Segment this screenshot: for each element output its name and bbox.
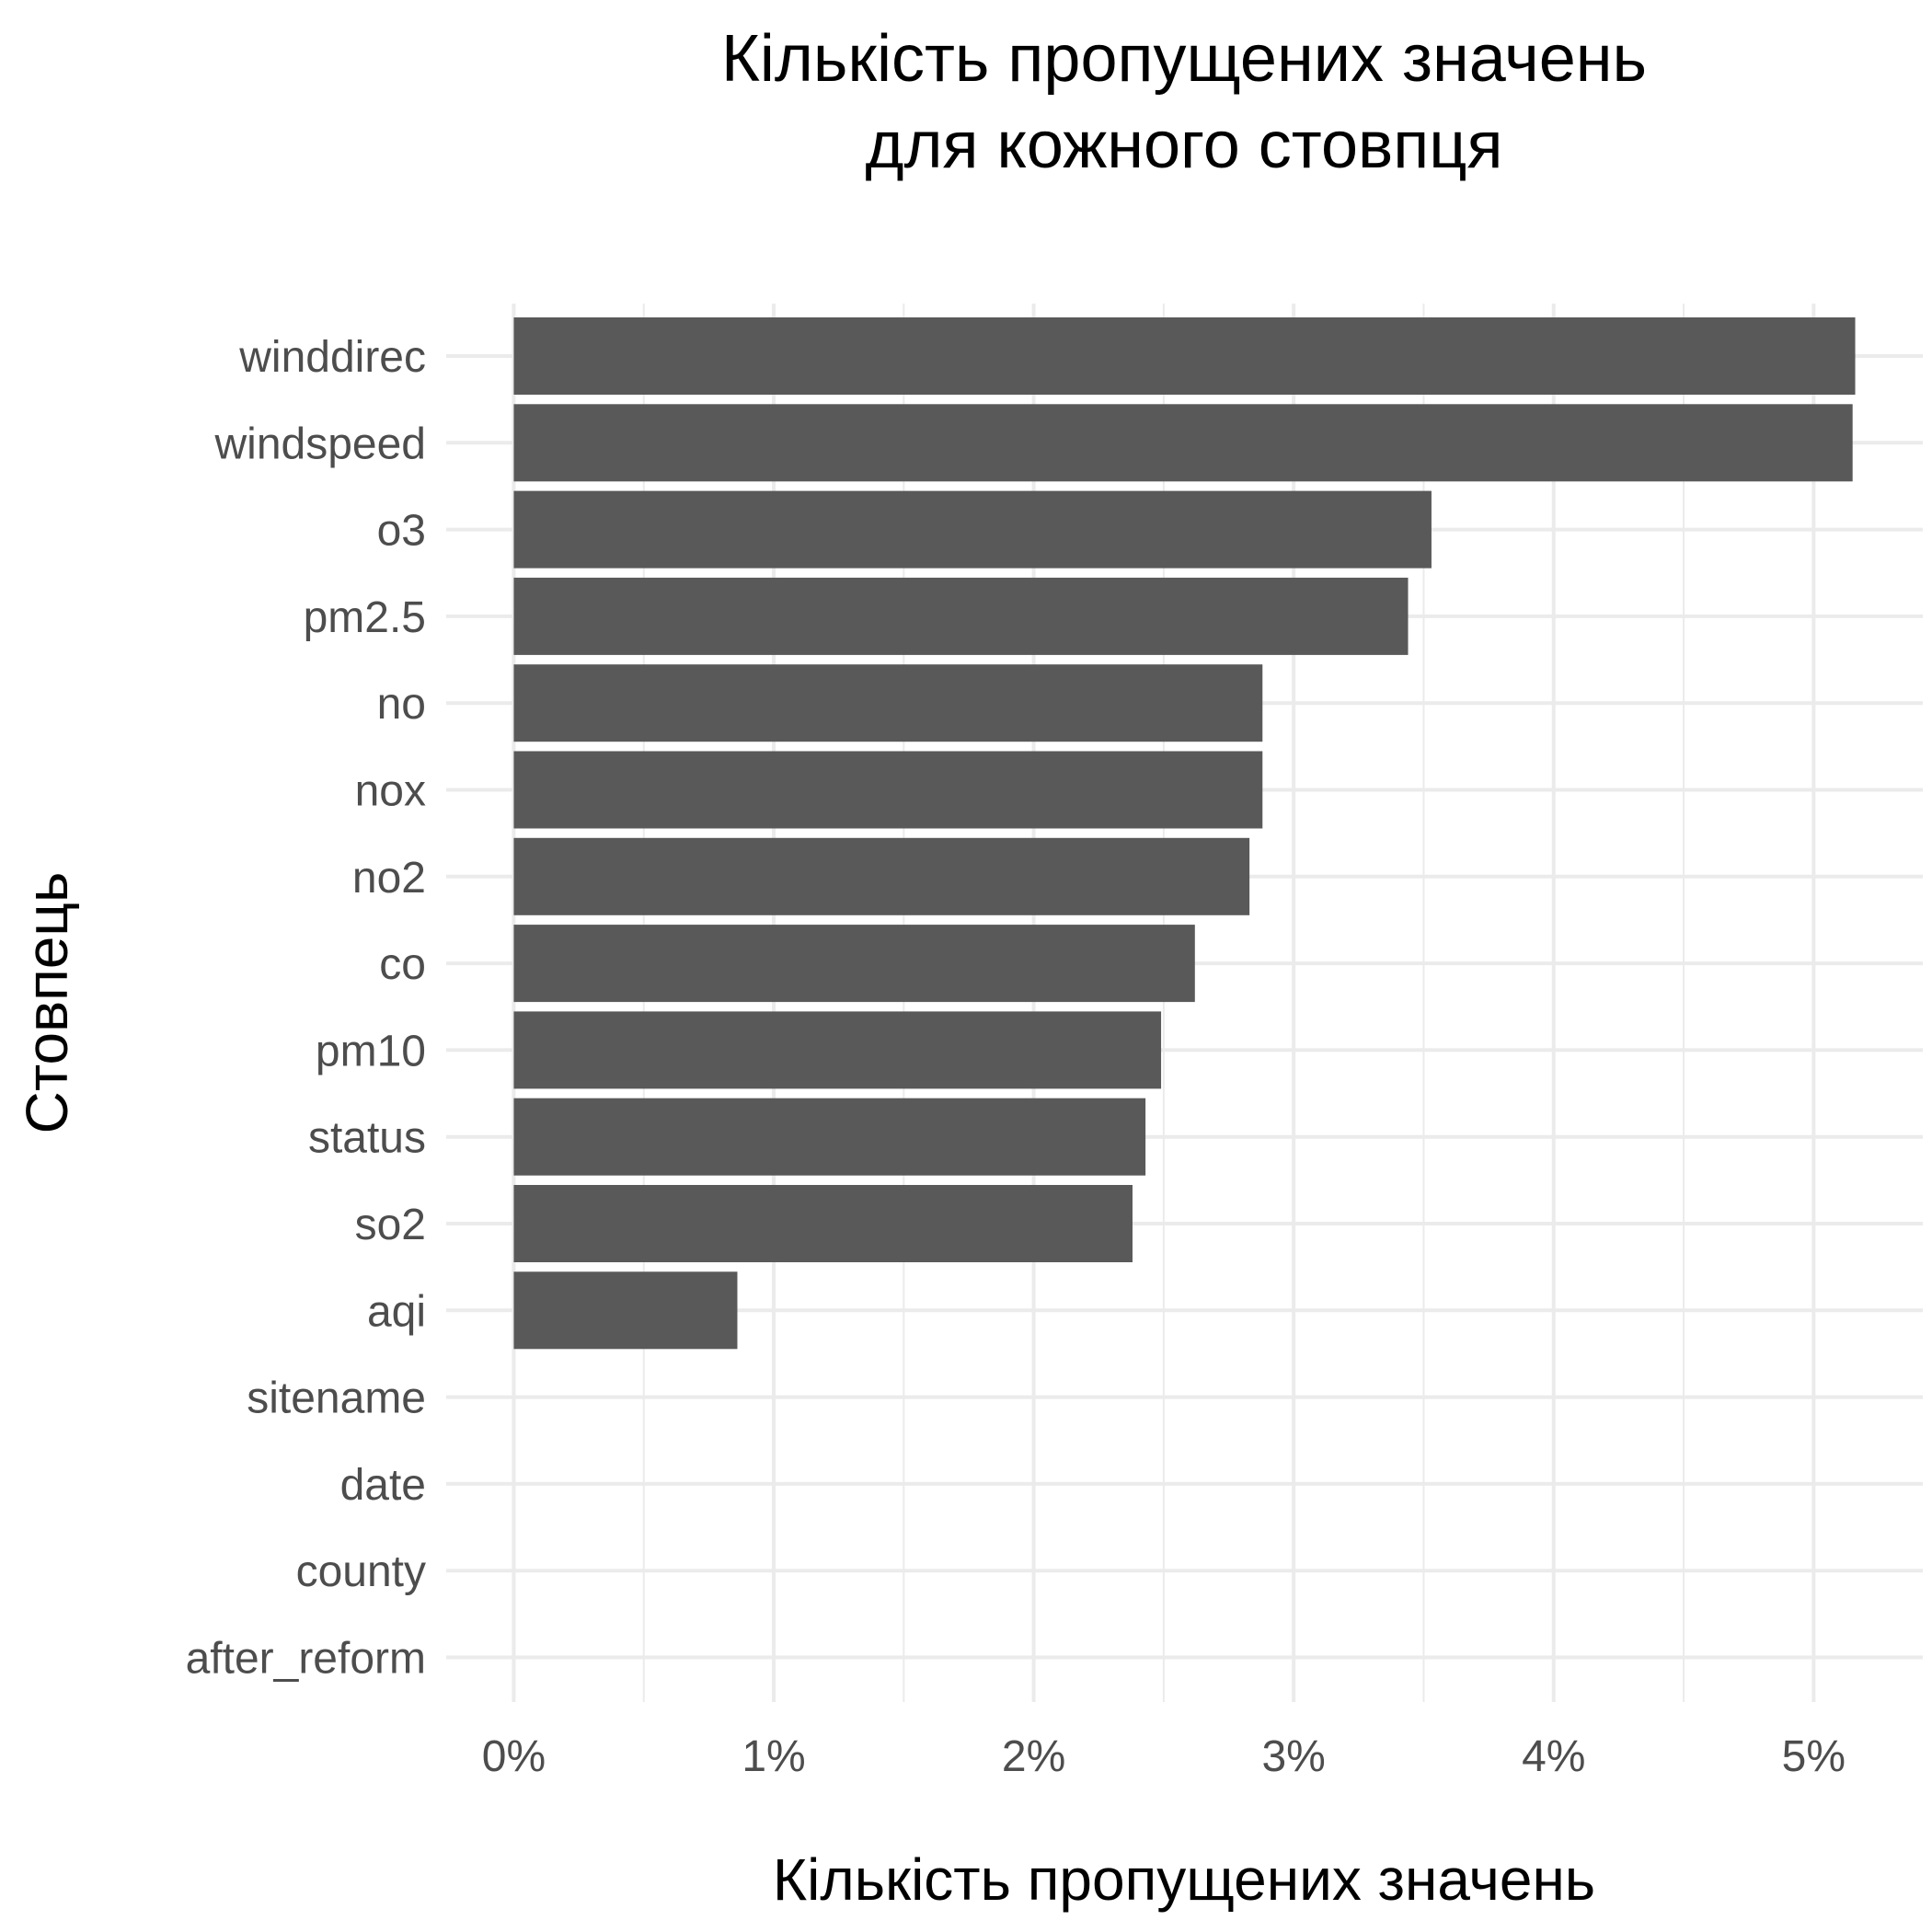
x-tick-label: 2% — [1002, 1732, 1065, 1781]
x-tick-labels: 0% 1% 2% 3% 4% 5% — [482, 1732, 1846, 1781]
y-axis-title: Стовпець — [14, 872, 80, 1134]
x-tick-label: 0% — [482, 1732, 546, 1781]
y-tick-label: after_reform — [186, 1635, 426, 1684]
y-tick-label: aqi — [367, 1287, 426, 1336]
bar-layer — [513, 317, 1856, 1350]
y-tick-label: windspeed — [214, 420, 427, 468]
chart-title-line-1: Кількість пропущених значень — [721, 22, 1647, 96]
y-tick-labels: winddirec windspeed o3 pm2.5 no nox no2 co pm10 s… — [186, 333, 426, 1684]
bar-winddirec — [513, 317, 1856, 395]
chart-title-line-2: для кожного стовпця — [866, 109, 1503, 182]
x-tick-label: 1% — [742, 1732, 805, 1781]
bar-pm2.5 — [513, 577, 1409, 655]
y-tick-label: so2 — [355, 1201, 426, 1249]
bar-aqi — [513, 1271, 738, 1350]
y-tick-label: pm2.5 — [304, 593, 426, 642]
y-tick-label: sitename — [247, 1374, 426, 1423]
bar-co — [513, 925, 1195, 1003]
bar-pm10 — [513, 1011, 1162, 1089]
y-tick-label: no2 — [352, 854, 426, 903]
x-axis-title: Кількість пропущених значень — [773, 1846, 1595, 1913]
y-tick-label: no — [377, 680, 426, 729]
x-tick-label: 4% — [1522, 1732, 1585, 1781]
y-tick-label: county — [296, 1547, 426, 1596]
y-tick-label: pm10 — [316, 1027, 426, 1075]
y-tick-label: winddirec — [238, 333, 426, 382]
bar-no2 — [513, 837, 1250, 915]
bar-so2 — [513, 1185, 1133, 1262]
bar-no — [513, 664, 1263, 742]
y-tick-label: date — [340, 1461, 426, 1510]
y-tick-label: co — [379, 940, 426, 989]
bar-nox — [513, 751, 1263, 829]
bar-windspeed — [513, 404, 1853, 482]
y-tick-label: nox — [355, 767, 426, 816]
bar-o3 — [513, 490, 1432, 569]
y-tick-label: o3 — [377, 507, 426, 556]
x-tick-label: 3% — [1261, 1732, 1325, 1781]
x-tick-label: 5% — [1782, 1732, 1846, 1781]
bar-status — [513, 1098, 1146, 1176]
y-tick-label: status — [308, 1114, 426, 1163]
